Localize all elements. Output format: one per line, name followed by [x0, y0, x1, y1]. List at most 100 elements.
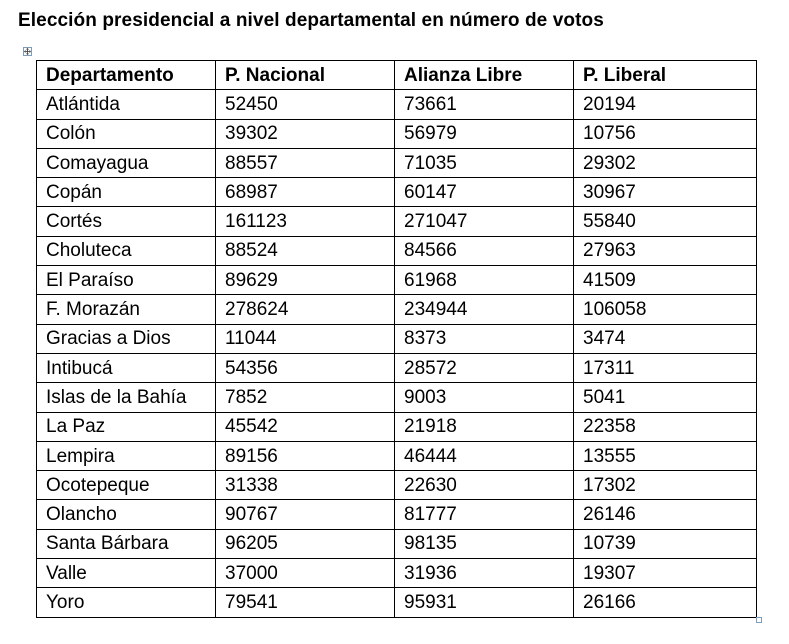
- cell-departamento: Cortés: [36, 206, 216, 237]
- table-row: Valle 37000 31936 19307: [36, 558, 757, 589]
- table-row: Comayagua 88557 71035 29302: [36, 147, 757, 179]
- cell-p-nacional: 37000: [215, 558, 395, 589]
- table-row: Intibucá 54356 28572 17311: [36, 352, 757, 384]
- cell-p-liberal: 30967: [573, 177, 757, 208]
- table-row: Copán 68987 60147 30967: [36, 177, 757, 208]
- cell-alianza-libre: 21918: [394, 411, 574, 442]
- cell-p-liberal: 10756: [573, 118, 757, 149]
- cell-departamento: El Paraíso: [36, 265, 216, 296]
- table-row: Olancho 90767 81777 26146: [36, 499, 757, 530]
- cell-alianza-libre: 84566: [394, 235, 574, 267]
- cell-p-liberal: 10739: [573, 528, 757, 560]
- four-way-arrow-icon: [24, 48, 31, 55]
- cell-p-liberal: 5041: [573, 382, 757, 413]
- cell-alianza-libre: 31936: [394, 558, 574, 589]
- cell-departamento: Intibucá: [36, 352, 216, 384]
- cell-p-liberal: 41509: [573, 265, 757, 296]
- cell-alianza-libre: 56979: [394, 118, 574, 149]
- cell-alianza-libre: 71035: [394, 147, 574, 179]
- cell-p-liberal: 29302: [573, 147, 757, 179]
- cell-departamento: Gracias a Dios: [36, 323, 216, 354]
- cell-alianza-libre: 28572: [394, 352, 574, 384]
- cell-p-nacional: 11044: [215, 323, 395, 354]
- table-row: El Paraíso 89629 61968 41509: [36, 265, 757, 296]
- header-alianza-libre: Alianza Libre: [394, 59, 574, 91]
- cell-p-nacional: 96205: [215, 528, 395, 560]
- cell-alianza-libre: 46444: [394, 440, 574, 472]
- cell-departamento: Valle: [36, 558, 216, 589]
- cell-departamento: Yoro: [36, 587, 216, 618]
- cell-departamento: Copán: [36, 177, 216, 208]
- cell-p-nacional: 89629: [215, 265, 395, 296]
- cell-p-nacional: 90767: [215, 499, 395, 530]
- cell-alianza-libre: 73661: [394, 89, 574, 120]
- cell-departamento: Comayagua: [36, 147, 216, 179]
- cell-departamento: Olancho: [36, 499, 216, 530]
- cell-alianza-libre: 234944: [394, 294, 574, 325]
- cell-alianza-libre: 22630: [394, 470, 574, 501]
- cell-p-liberal: 26166: [573, 587, 757, 618]
- table-row: F. Morazán 278624 234944 106058: [36, 294, 757, 325]
- cell-departamento: Atlántida: [36, 89, 216, 120]
- table-row: Atlántida 52450 73661 20194: [36, 89, 757, 120]
- cell-p-nacional: 39302: [215, 118, 395, 149]
- cell-alianza-libre: 271047: [394, 206, 574, 237]
- cell-p-nacional: 45542: [215, 411, 395, 442]
- header-p-liberal: P. Liberal: [573, 59, 757, 91]
- cell-p-nacional: 54356: [215, 352, 395, 384]
- cell-alianza-libre: 60147: [394, 177, 574, 208]
- votes-table: Departamento P. Nacional Alianza Libre P…: [36, 59, 757, 618]
- cell-departamento: Ocotepeque: [36, 470, 216, 501]
- cell-p-nacional: 88557: [215, 147, 395, 179]
- cell-alianza-libre: 81777: [394, 499, 574, 530]
- table-row: Choluteca 88524 84566 27963: [36, 235, 757, 267]
- cell-p-liberal: 106058: [573, 294, 757, 325]
- cell-alianza-libre: 95931: [394, 587, 574, 618]
- table-row: Gracias a Dios 11044 8373 3474: [36, 323, 757, 354]
- table-row: Santa Bárbara 96205 98135 10739: [36, 528, 757, 560]
- cell-p-liberal: 20194: [573, 89, 757, 120]
- cell-p-nacional: 161123: [215, 206, 395, 237]
- header-p-nacional: P. Nacional: [215, 59, 395, 91]
- cell-departamento: Lempira: [36, 440, 216, 472]
- cell-departamento: Choluteca: [36, 235, 216, 267]
- cell-p-liberal: 3474: [573, 323, 757, 354]
- cell-p-liberal: 27963: [573, 235, 757, 267]
- cell-departamento: Islas de la Bahía: [36, 382, 216, 413]
- cell-departamento: F. Morazán: [36, 294, 216, 325]
- cell-p-liberal: 17302: [573, 470, 757, 501]
- cell-departamento: Santa Bárbara: [36, 528, 216, 560]
- cell-p-liberal: 22358: [573, 411, 757, 442]
- document-title: Elección presidencial a nivel departamen…: [18, 10, 604, 31]
- cell-p-liberal: 17311: [573, 352, 757, 384]
- table-row: Cortés 161123 271047 55840: [36, 206, 757, 237]
- cell-p-liberal: 55840: [573, 206, 757, 237]
- cell-p-nacional: 68987: [215, 177, 395, 208]
- table-move-handle-icon[interactable]: [23, 47, 32, 56]
- cell-alianza-libre: 9003: [394, 382, 574, 413]
- cell-p-liberal: 13555: [573, 440, 757, 472]
- header-departamento: Departamento: [36, 59, 216, 91]
- cell-p-nacional: 278624: [215, 294, 395, 325]
- cell-alianza-libre: 61968: [394, 265, 574, 296]
- table-body: Atlántida 52450 73661 20194 Colón 39302 56979 1…: [36, 89, 757, 618]
- table-row: Yoro 79541 95931 26166: [36, 587, 757, 618]
- cell-p-liberal: 19307: [573, 558, 757, 589]
- cell-alianza-libre: 8373: [394, 323, 574, 354]
- cell-p-liberal: 26146: [573, 499, 757, 530]
- cell-alianza-libre: 98135: [394, 528, 574, 560]
- cell-p-nacional: 89156: [215, 440, 395, 472]
- cell-departamento: Colón: [36, 118, 216, 149]
- cell-p-nacional: 7852: [215, 382, 395, 413]
- table-row: La Paz 45542 21918 22358: [36, 411, 757, 442]
- table-resize-handle-icon[interactable]: [756, 617, 762, 623]
- cell-p-nacional: 31338: [215, 470, 395, 501]
- table-header-row: Departamento P. Nacional Alianza Libre P…: [36, 59, 757, 91]
- cell-departamento: La Paz: [36, 411, 216, 442]
- cell-p-nacional: 52450: [215, 89, 395, 120]
- table-row: Colón 39302 56979 10756: [36, 118, 757, 149]
- cell-p-nacional: 88524: [215, 235, 395, 267]
- table-row: Ocotepeque 31338 22630 17302: [36, 470, 757, 501]
- table-row: Islas de la Bahía 7852 9003 5041: [36, 382, 757, 413]
- cell-p-nacional: 79541: [215, 587, 395, 618]
